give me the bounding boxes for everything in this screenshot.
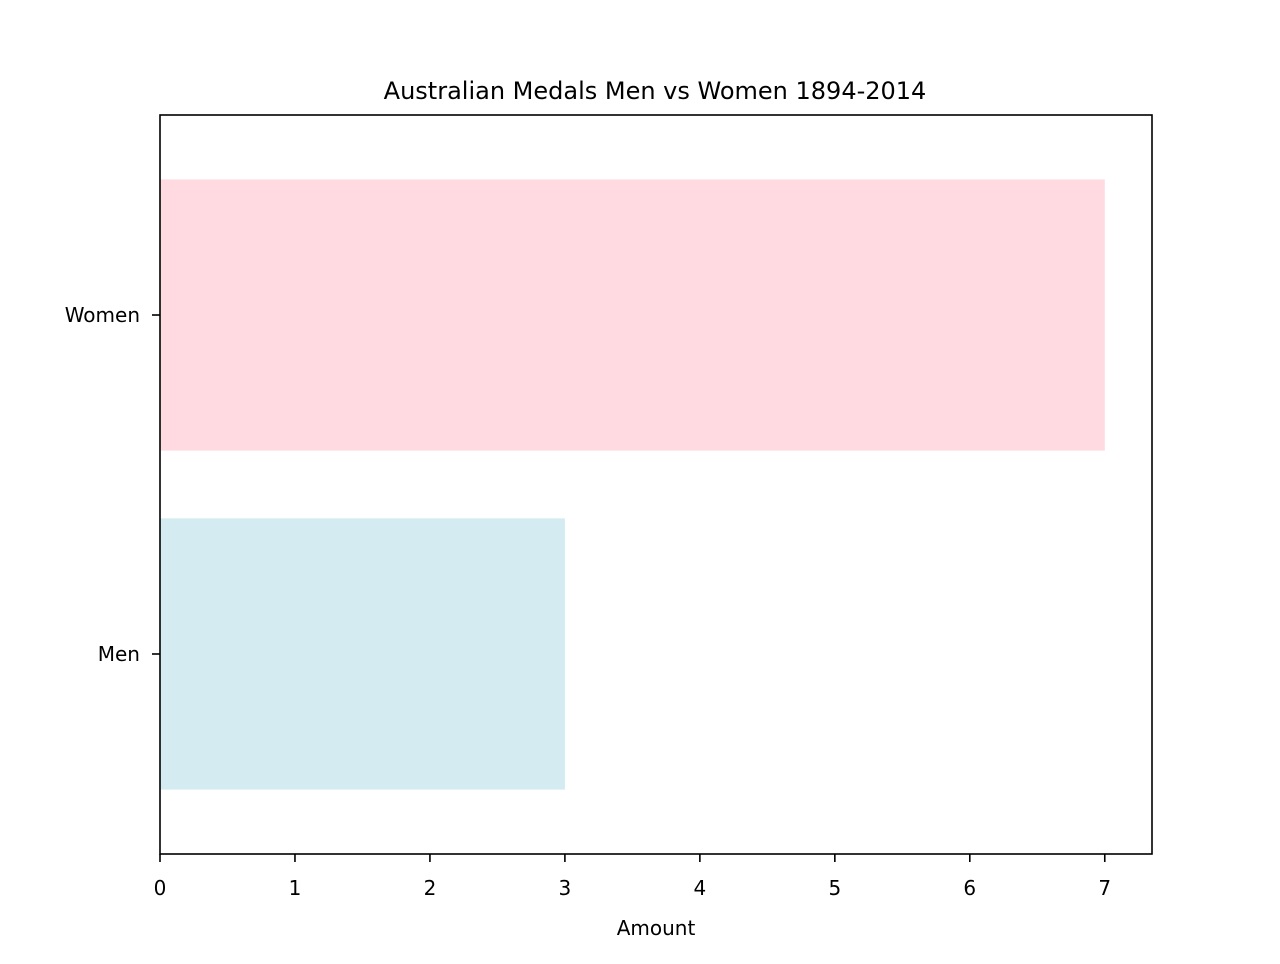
- x-tick-label: 6: [963, 876, 976, 900]
- x-tick-label: 4: [693, 876, 706, 900]
- x-tick-label: 2: [424, 876, 437, 900]
- plot-frame: [159, 114, 1153, 855]
- chart-title: Australian Medals Men vs Women 1894-2014: [384, 77, 927, 105]
- bar-men: [160, 518, 565, 790]
- y-tick-label: Women: [65, 303, 140, 327]
- x-tick-label: 5: [828, 876, 841, 900]
- x-tick-label: 7: [1098, 876, 1111, 900]
- x-tick-label: 1: [289, 876, 302, 900]
- y-tick-label: Men: [98, 642, 140, 666]
- x-axis: 0 1 2 3 4 5 6 7: [154, 854, 1111, 900]
- x-tick-label: 3: [559, 876, 572, 900]
- bars-layer: [160, 179, 1105, 790]
- y-axis: Men Women: [65, 303, 160, 666]
- x-axis-label: Amount: [617, 916, 696, 940]
- bar-women: [160, 179, 1105, 451]
- x-tick-label: 0: [154, 876, 167, 900]
